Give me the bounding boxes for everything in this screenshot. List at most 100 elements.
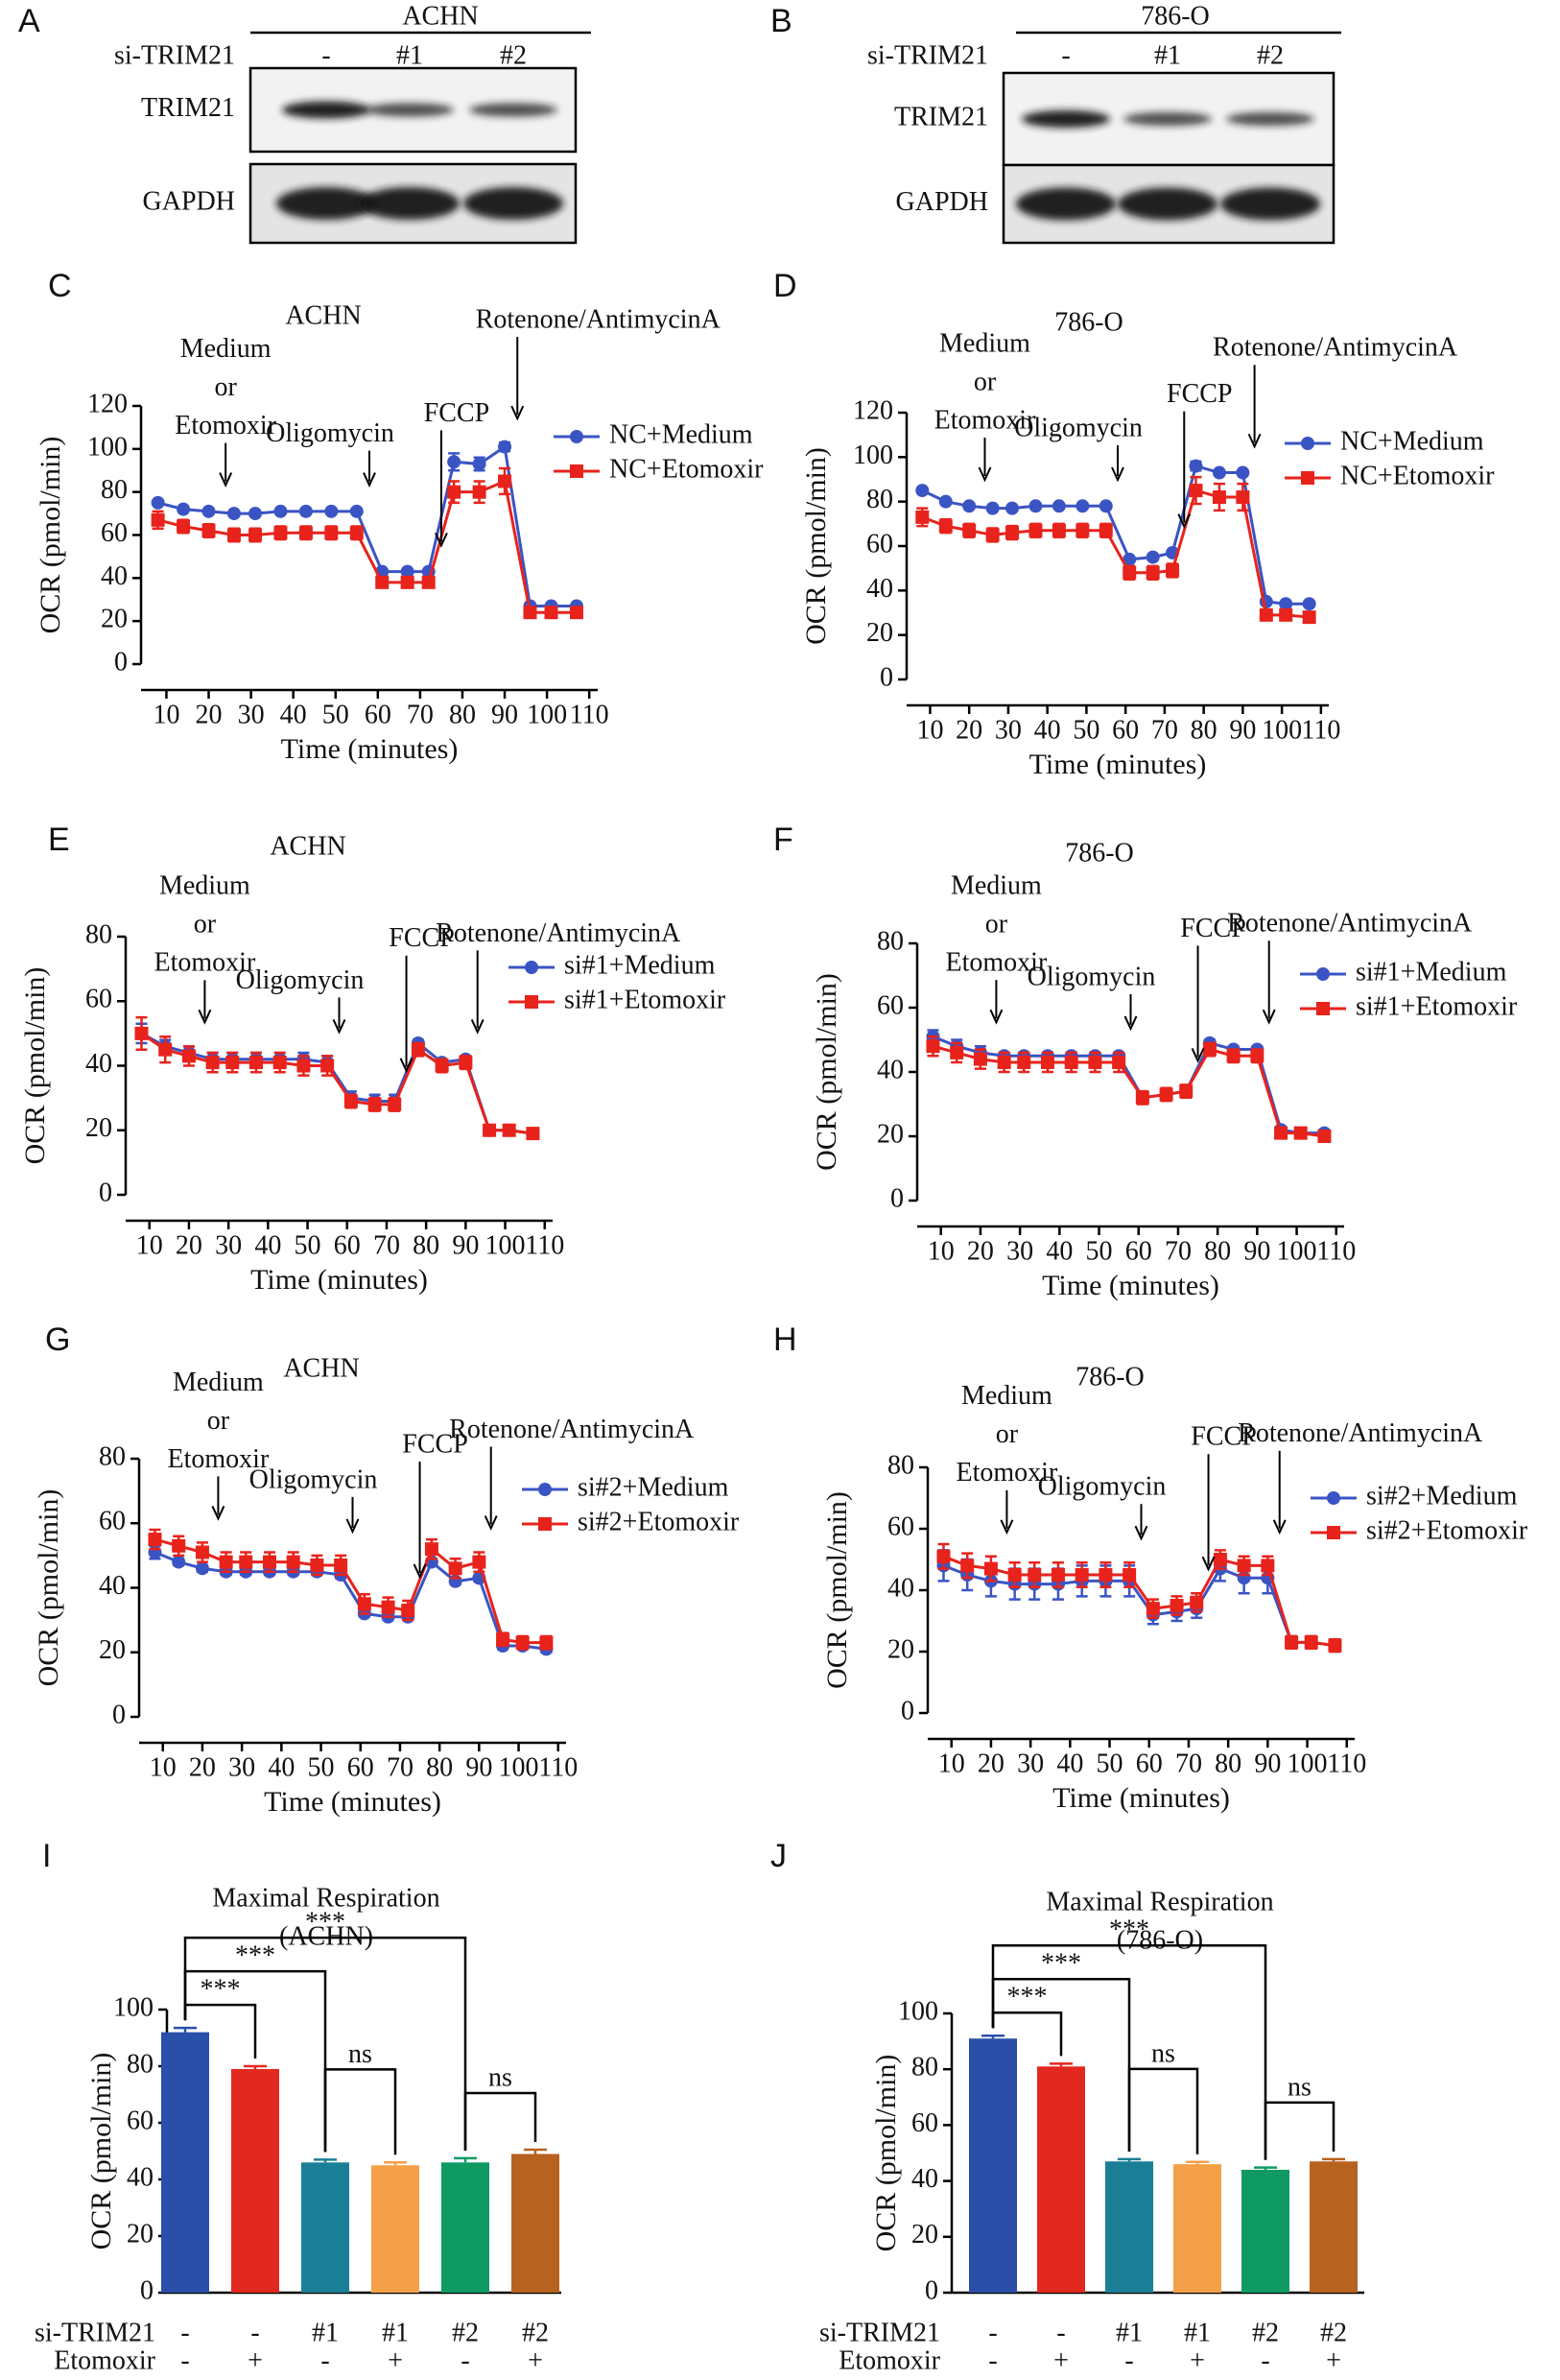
marker bbox=[539, 1635, 554, 1650]
annotation-text: Rotenone/AntimycinA bbox=[476, 305, 721, 335]
band-label: TRIM21 bbox=[141, 93, 235, 123]
annotation-text: Etomoxir bbox=[946, 948, 1048, 978]
marker bbox=[248, 1056, 263, 1070]
row-label: si-TRIM21 bbox=[819, 2318, 940, 2347]
panel-letter: J bbox=[770, 1838, 787, 1874]
x-tick-label: - bbox=[1124, 2345, 1133, 2375]
y-tick-label: 120 bbox=[87, 389, 128, 418]
marker bbox=[225, 1056, 240, 1070]
marker bbox=[324, 526, 339, 540]
marker bbox=[997, 1055, 1011, 1069]
x-tick-label: 70 bbox=[1165, 1236, 1192, 1266]
marker bbox=[1040, 1055, 1054, 1069]
legend-marker bbox=[1316, 1002, 1330, 1015]
legend-marker bbox=[525, 995, 538, 1009]
marker bbox=[483, 1123, 497, 1137]
marker bbox=[298, 526, 313, 540]
annotation-arrowhead bbox=[1134, 1525, 1148, 1541]
x-tick-label: 70 bbox=[1175, 1749, 1202, 1778]
marker bbox=[498, 440, 512, 454]
bar bbox=[1037, 2066, 1085, 2293]
band bbox=[366, 103, 454, 117]
marker bbox=[1189, 484, 1203, 498]
y-tick-label: 0 bbox=[901, 1696, 914, 1726]
legend-marker bbox=[525, 961, 538, 974]
annotation-arrowhead bbox=[413, 1563, 427, 1580]
x-tick-label: 60 bbox=[1136, 1749, 1163, 1778]
marker bbox=[151, 512, 165, 527]
band bbox=[463, 187, 563, 220]
marker bbox=[357, 1597, 371, 1611]
x-tick-label: 90 bbox=[465, 1752, 492, 1782]
legend-marker bbox=[1327, 1526, 1340, 1539]
significance-bracket bbox=[1127, 2067, 1199, 2154]
marker bbox=[936, 1549, 951, 1563]
x-tick-label: 70 bbox=[373, 1230, 400, 1260]
legend-label: si#1+Etomoxir bbox=[564, 985, 726, 1014]
annotation-arrowhead bbox=[1247, 433, 1262, 449]
x-tick-label: 40 bbox=[1056, 1749, 1083, 1778]
panel-letter: G bbox=[45, 1321, 70, 1358]
y-tick-label: 20 bbox=[887, 1634, 914, 1664]
marker bbox=[195, 1561, 209, 1576]
marker bbox=[424, 1542, 438, 1557]
marker bbox=[983, 1561, 998, 1576]
x-tick-label: 60 bbox=[1125, 1236, 1152, 1266]
error-bar bbox=[1186, 2160, 1209, 2165]
marker bbox=[1123, 565, 1137, 580]
annotation-text: Etomoxir bbox=[957, 1458, 1058, 1488]
annotation-arrowhead bbox=[1191, 1047, 1205, 1063]
error-bar bbox=[1254, 2166, 1277, 2170]
x-tick-label: - bbox=[988, 2318, 997, 2347]
y-tick-label: 100 bbox=[898, 1996, 938, 2026]
band-label: GAPDH bbox=[143, 186, 235, 216]
marker bbox=[1146, 565, 1160, 580]
y-tick-label: 40 bbox=[99, 1571, 126, 1601]
legend-marker bbox=[570, 430, 583, 443]
y-tick-label: 20 bbox=[911, 2220, 938, 2249]
bar bbox=[161, 2032, 209, 2293]
band bbox=[360, 187, 460, 220]
marker bbox=[523, 606, 537, 620]
y-tick-label: 40 bbox=[866, 574, 893, 604]
marker bbox=[1051, 1568, 1065, 1582]
marker bbox=[472, 485, 486, 499]
x-tick-label: 10 bbox=[153, 700, 179, 729]
marker bbox=[435, 1059, 449, 1073]
marker bbox=[1099, 1568, 1113, 1582]
bar bbox=[1105, 2161, 1153, 2293]
bar bbox=[301, 2162, 349, 2293]
annotation-arrowhead bbox=[989, 1009, 1004, 1025]
band bbox=[1022, 110, 1110, 128]
y-tick-label: 60 bbox=[85, 985, 112, 1014]
x-tick-label: #2 bbox=[522, 2318, 549, 2347]
legend-label: NC+Etomoxir bbox=[609, 454, 764, 484]
x-tick-label: 90 bbox=[491, 700, 518, 729]
marker bbox=[298, 504, 313, 518]
y-axis-label: OCR (pmol/min) bbox=[19, 967, 51, 1165]
chart-title: Maximal Respiration bbox=[1046, 1887, 1273, 1916]
x-tick-label: 100 bbox=[527, 700, 567, 729]
marker bbox=[447, 485, 461, 499]
marker bbox=[496, 1632, 510, 1647]
annotation-text: Medium bbox=[159, 871, 250, 901]
chart-title: 786-O bbox=[1065, 838, 1134, 868]
y-tick-label: 20 bbox=[99, 1635, 126, 1665]
x-tick-label: 90 bbox=[1243, 1236, 1270, 1266]
error-bar bbox=[244, 2064, 267, 2069]
legend-label: NC+Medium bbox=[1340, 426, 1484, 456]
marker bbox=[1293, 1126, 1308, 1140]
marker bbox=[448, 1561, 462, 1576]
x-tick-label: 110 bbox=[1316, 1236, 1356, 1266]
blot-title: ACHN bbox=[402, 1, 478, 31]
annotation-text: FCCP bbox=[1191, 1422, 1257, 1452]
marker bbox=[973, 1052, 987, 1066]
marker bbox=[569, 606, 583, 620]
annotation-arrowhead bbox=[470, 1018, 485, 1035]
annotation-arrowhead bbox=[978, 466, 992, 483]
y-tick-label: 120 bbox=[853, 395, 893, 425]
y-tick-label: 80 bbox=[866, 485, 893, 514]
x-tick-label: - bbox=[320, 2345, 329, 2375]
annotation-arrowhead bbox=[1177, 513, 1192, 530]
annotation-text: Etomoxir bbox=[175, 411, 276, 440]
